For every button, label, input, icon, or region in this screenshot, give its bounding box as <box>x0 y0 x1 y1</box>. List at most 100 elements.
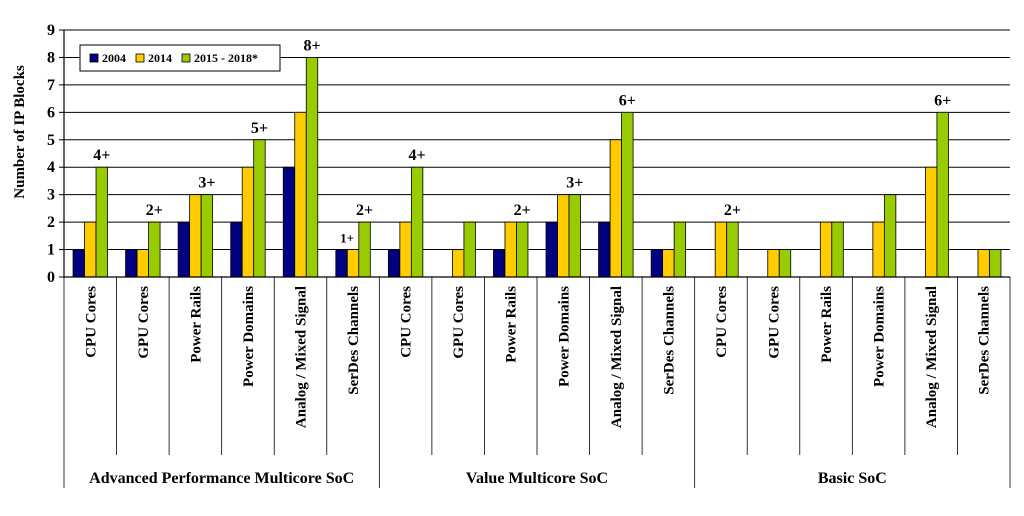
category-label: SerDes Channels <box>977 286 993 395</box>
y-tick-label: 4 <box>47 159 55 176</box>
bar <box>95 166 108 278</box>
bar <box>568 194 581 278</box>
bar <box>650 249 664 278</box>
bar <box>125 249 138 278</box>
legend-swatch <box>181 53 191 63</box>
bar <box>883 194 897 278</box>
category-label: Analog / Mixed Signal <box>294 286 310 428</box>
bar <box>977 249 990 278</box>
axes <box>59 29 1011 488</box>
bar <box>545 221 558 278</box>
category-label: Power Domains <box>556 286 572 387</box>
bar <box>72 249 85 278</box>
y-axis-label: Number of IP Blocks <box>12 65 28 199</box>
category-labels: CPU Cores GPU Cores Power Rails Power Domai… <box>83 286 992 428</box>
category-label: CPU Cores <box>714 286 730 358</box>
bar <box>200 194 214 278</box>
group-labels: Advanced Performance Multicore SoC Value … <box>89 470 887 487</box>
legend-box <box>79 44 281 72</box>
bar <box>673 221 687 278</box>
bar <box>726 221 739 278</box>
bar <box>358 221 371 278</box>
bar <box>253 139 266 278</box>
bar <box>493 249 506 278</box>
category-label: SerDes Channels <box>661 286 677 395</box>
bar <box>399 221 412 278</box>
bar <box>230 221 243 278</box>
legend-label: 2015 - 2018* <box>194 51 258 65</box>
legend: 2004 2014 2015 - 2018* <box>79 44 281 72</box>
bar-annotation: 2+ <box>724 202 741 219</box>
y-tick-label: 1 <box>47 242 55 259</box>
bar <box>872 221 885 278</box>
y-tick-label: 2 <box>47 214 55 231</box>
bar <box>609 139 622 278</box>
gridlines <box>64 29 1010 278</box>
bar <box>831 221 844 278</box>
bar-annotation: 3+ <box>566 175 583 192</box>
bar <box>346 249 360 278</box>
category-label: GPU Cores <box>451 286 467 359</box>
bar <box>778 249 792 278</box>
y-tick-label: 3 <box>47 187 55 204</box>
annotations: 4+2+3+5+8+2+1+4+2+3+6+2+6+ <box>93 37 951 245</box>
category-label: Analog / Mixed Signal <box>924 286 940 428</box>
bar <box>335 249 348 278</box>
bar <box>662 249 675 278</box>
bar <box>463 221 476 278</box>
y-tick-label: 9 <box>47 22 55 39</box>
legend-swatch <box>89 53 99 63</box>
bar <box>714 221 728 278</box>
bar <box>189 194 202 278</box>
bar-annotation: 6+ <box>619 92 636 109</box>
category-label: Power Rails <box>819 286 835 363</box>
bars <box>72 57 1002 278</box>
bar-annotation: 6+ <box>934 92 951 109</box>
category-label: CPU Cores <box>399 286 415 358</box>
category-label: SerDes Channels <box>346 286 362 395</box>
bar-annotation: 3+ <box>198 175 215 192</box>
group-label: Advanced Performance Multicore SoC <box>89 470 354 487</box>
bar <box>282 166 296 278</box>
y-tick-label: 7 <box>47 77 55 94</box>
bar-annotation: 4+ <box>409 147 426 164</box>
category-label: Analog / Mixed Signal <box>609 286 625 428</box>
bar <box>241 166 255 278</box>
bar <box>387 249 401 278</box>
bar <box>410 166 424 278</box>
group-label: Value Multicore SoC <box>466 470 608 487</box>
bar <box>305 57 319 278</box>
bar <box>84 221 97 278</box>
bar <box>516 221 529 278</box>
category-label: Power Rails <box>188 286 204 363</box>
category-label: CPU Cores <box>83 286 99 358</box>
bar-annotation: 1+ <box>340 231 354 246</box>
bar <box>989 249 1002 278</box>
bar-annotation: 2+ <box>514 202 531 219</box>
bar <box>925 166 938 278</box>
legend-label: 2014 <box>148 51 172 65</box>
legend-label: 2004 <box>102 51 126 65</box>
y-tick-label: 5 <box>47 132 55 149</box>
bar <box>598 221 611 278</box>
y-tick-label: 8 <box>47 49 55 66</box>
bar-annotation: 2+ <box>146 202 163 219</box>
y-tick-label: 0 <box>47 269 55 286</box>
bar-annotation: 4+ <box>93 147 110 164</box>
bar <box>148 221 161 278</box>
bar-annotation: 8+ <box>303 37 320 54</box>
bar <box>504 221 517 278</box>
category-label: Power Rails <box>504 286 520 363</box>
bar <box>557 194 570 278</box>
y-tick-label: 6 <box>47 104 55 121</box>
y-tick-labels: 0 1 2 3 4 5 6 7 8 9 <box>47 22 55 286</box>
bar <box>294 111 307 278</box>
category-label: Power Domains <box>872 286 888 387</box>
category-label: Power Domains <box>241 286 257 387</box>
bar <box>136 249 149 278</box>
bar <box>177 221 191 278</box>
bar <box>452 249 465 278</box>
bar <box>767 249 780 278</box>
bar <box>936 111 949 278</box>
